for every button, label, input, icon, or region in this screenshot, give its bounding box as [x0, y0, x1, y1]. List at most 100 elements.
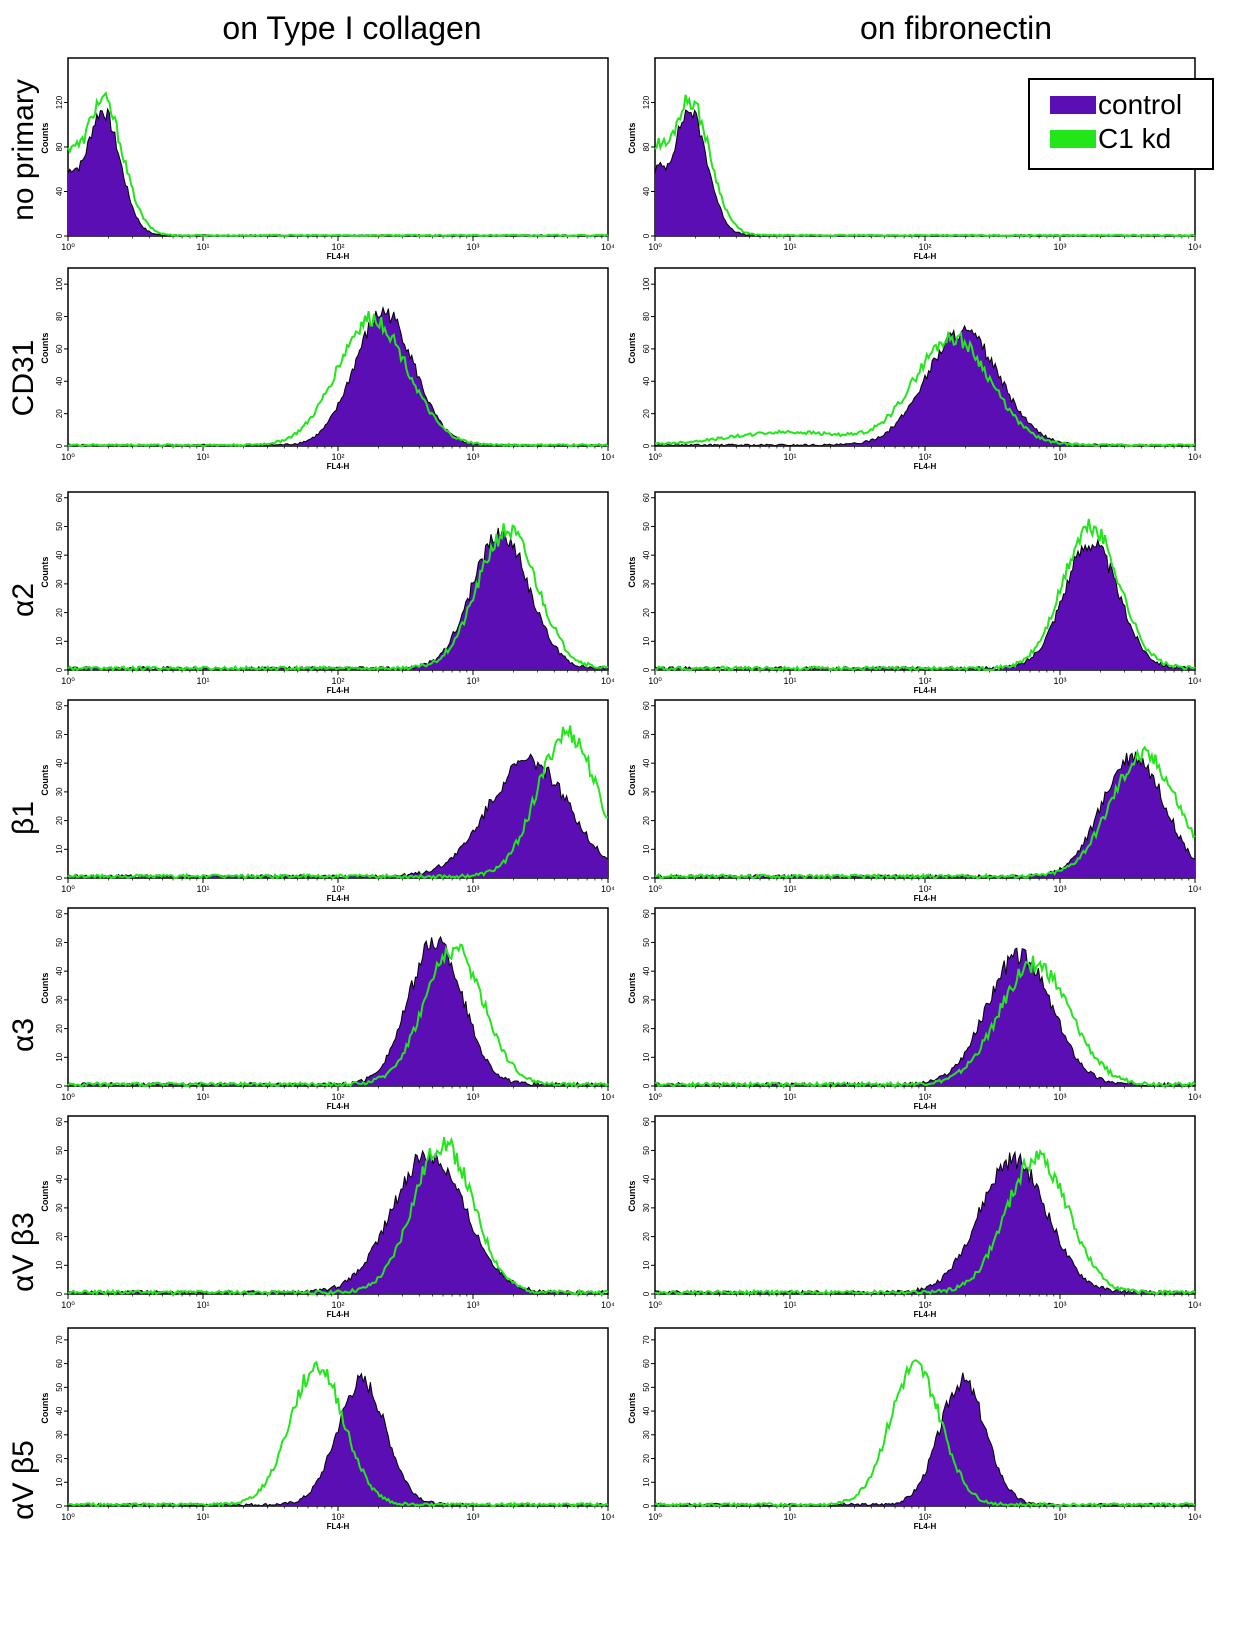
c1kd-histogram-line: [654, 94, 1196, 238]
control-histogram-fill: [68, 937, 608, 1086]
x-tick-label: 10¹: [196, 1300, 209, 1310]
c1kd-histogram-line: [67, 311, 609, 448]
panel-6-0: 0 10 20 30 40 50 60 70 Counts 10⁰ 10¹ 10² 10³ 10⁴ FL4-…: [40, 1327, 615, 1531]
y-tick-label: 40: [642, 376, 651, 385]
y-tick-label: 20: [642, 409, 651, 418]
x-axis-label: FL4-H: [914, 1522, 937, 1531]
y-tick-label: 50: [55, 937, 64, 946]
y-tick-label: 10: [642, 1260, 651, 1269]
control-histogram-outline: [67, 935, 609, 1087]
x-tick-label: 10³: [1053, 242, 1066, 252]
control-histogram-fill: [655, 540, 1195, 670]
c1kd-histogram-line: [654, 745, 1196, 881]
x-tick-label: 10⁰: [61, 676, 75, 686]
x-tick-label: 10⁰: [61, 452, 75, 462]
y-tick-label: 0: [642, 443, 651, 448]
y-tick-label: 10: [642, 1477, 651, 1486]
y-tick-label: 20: [55, 1232, 64, 1241]
y-tick-label: 20: [55, 1024, 64, 1033]
y-axis-label: Counts: [627, 1181, 637, 1212]
x-tick-label: 10³: [1053, 1092, 1066, 1102]
control-histogram-fill: [655, 325, 1195, 446]
x-tick-label: 10²: [918, 452, 931, 462]
x-axis-label: FL4-H: [327, 686, 350, 695]
x-tick-label: 10³: [466, 676, 479, 686]
y-tick-label: 30: [55, 995, 64, 1004]
y-tick-label: 20: [55, 608, 64, 617]
x-tick-label: 10⁴: [601, 1092, 615, 1102]
x-tick-label: 10⁴: [1188, 1300, 1202, 1310]
y-tick-label: 80: [642, 312, 651, 321]
y-axis-label: Counts: [627, 973, 637, 1004]
y-tick-label: 40: [55, 758, 64, 767]
x-tick-label: 10²: [918, 242, 931, 252]
x-axis-label: FL4-H: [327, 1522, 350, 1531]
y-tick-label: 0: [55, 443, 64, 448]
plot-frame: [67, 1115, 609, 1295]
control-histogram-fill: [655, 948, 1195, 1086]
x-tick-label: 10³: [466, 452, 479, 462]
x-tick-label: 10⁰: [648, 1300, 662, 1310]
x-tick-label: 10³: [466, 884, 479, 894]
y-tick-label: 0: [55, 1291, 64, 1296]
x-axis-label: FL4-H: [914, 1310, 937, 1319]
y-tick-label: 0: [55, 667, 64, 672]
y-tick-label: 40: [642, 758, 651, 767]
x-tick-label: 10³: [1053, 1300, 1066, 1310]
x-tick-label: 10¹: [196, 884, 209, 894]
x-tick-label: 10²: [918, 1300, 931, 1310]
y-tick-label: 0: [642, 875, 651, 880]
x-tick-label: 10²: [331, 1092, 344, 1102]
y-axis-label: Counts: [40, 1393, 50, 1424]
legend-item-c1kd: C1 kd: [1050, 124, 1171, 154]
x-tick-label: 10⁴: [601, 452, 615, 462]
y-axis-label: Counts: [40, 1181, 50, 1212]
x-axis-label: FL4-H: [327, 1102, 350, 1111]
panel-3-1: 0 10 20 30 40 50 60 Counts 10⁰ 10¹ 10² 10³ 10⁴ FL4-H: [627, 699, 1202, 903]
panel-4-0: 0 10 20 30 40 50 60 Counts 10⁰ 10¹ 10² 10³ 10⁴ FL4-H: [40, 907, 615, 1111]
x-tick-label: 10¹: [783, 242, 796, 252]
legend-swatch-c1kd: [1050, 129, 1096, 148]
y-tick-label: 70: [55, 1335, 64, 1344]
x-tick-label: 10⁴: [601, 884, 615, 894]
y-axis-label: Counts: [40, 557, 50, 588]
y-tick-label: 50: [642, 1382, 651, 1391]
panel-3-0: 0 10 20 30 40 50 60 Counts 10⁰ 10¹ 10² 10³ 10⁴ FL4-H: [40, 699, 615, 903]
y-tick-label: 70: [642, 1335, 651, 1344]
x-tick-label: 10³: [1053, 1512, 1066, 1522]
y-axis-label: Counts: [40, 123, 50, 154]
y-axis-label: Counts: [40, 973, 50, 1004]
panel-2-1: 0 10 20 30 40 50 60 Counts 10⁰ 10¹ 10² 10³ 10⁴ FL4-H: [627, 491, 1202, 695]
x-tick-label: 10⁴: [601, 676, 615, 686]
x-tick-label: 10¹: [196, 1092, 209, 1102]
control-histogram-fill: [68, 109, 608, 236]
c1kd-histogram-line: [67, 90, 609, 238]
x-tick-label: 10⁴: [1188, 1092, 1202, 1102]
x-axis-label: FL4-H: [914, 1102, 937, 1111]
control-histogram-fill: [655, 1152, 1195, 1294]
x-tick-label: 10³: [1053, 884, 1066, 894]
y-tick-label: 10: [642, 844, 651, 853]
x-tick-label: 10³: [466, 242, 479, 252]
y-tick-label: 60: [55, 344, 64, 353]
panel-5-0: 0 10 20 30 40 50 60 Counts 10⁰ 10¹ 10² 10³ 10⁴ FL4-H: [40, 1115, 615, 1319]
x-tick-label: 10⁴: [601, 1300, 615, 1310]
x-axis-label: FL4-H: [327, 462, 350, 471]
x-tick-label: 10²: [331, 1512, 344, 1522]
x-axis-label: FL4-H: [327, 252, 350, 261]
y-tick-label: 60: [55, 1359, 64, 1368]
y-tick-label: 10: [55, 1260, 64, 1269]
panel-2-0: 0 10 20 30 40 50 60 Counts 10⁰ 10¹ 10² 10³ 10⁴ FL4-H: [40, 491, 615, 695]
x-tick-label: 10²: [331, 884, 344, 894]
x-axis-label: FL4-H: [914, 252, 937, 261]
y-tick-label: 30: [642, 579, 651, 588]
panel-0-0: 0 40 80 120 Counts 10⁰ 10¹ 10² 10³ 10⁴ FL4-H: [40, 57, 615, 261]
y-tick-label: 40: [642, 1174, 651, 1183]
y-tick-label: 0: [55, 1083, 64, 1088]
y-tick-label: 0: [642, 667, 651, 672]
panel-6-1: 0 10 20 30 40 50 60 70 Counts 10⁰ 10¹ 10² 10³ 10⁴ FL4-…: [627, 1327, 1202, 1531]
plot-frame: [654, 1115, 1196, 1295]
y-tick-label: 60: [55, 493, 64, 502]
c1kd-histogram-line: [67, 1136, 609, 1296]
plot-frame: [654, 907, 1196, 1087]
